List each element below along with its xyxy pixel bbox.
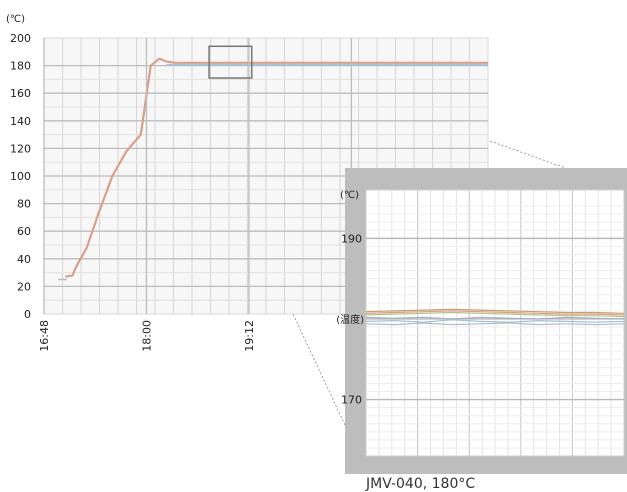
main-x-tick-label: 19:12 (243, 320, 256, 352)
inset-series-line (365, 311, 625, 318)
inset-y-axis-label: (温度) (336, 313, 364, 326)
main-y-ticks: 0 20 40 60 80 100 120 140 160 180 200 (10, 32, 31, 321)
inset-y-unit-label: (℃) (340, 190, 359, 201)
main-y-tick-label: 120 (10, 142, 31, 155)
main-x-tick-label: 18:00 (140, 320, 153, 352)
main-y-tick-label: 180 (10, 60, 31, 73)
main-y-tick-label: 60 (17, 225, 31, 238)
main-y-unit-label: (℃) (6, 14, 25, 25)
inset-caption: JMV-040, 180°C (365, 476, 475, 492)
main-y-tick-label: 100 (10, 170, 31, 183)
main-y-tick-label: 140 (10, 115, 31, 128)
inset-series-lines (365, 308, 625, 326)
main-x-tick-label: 16:48 (38, 320, 51, 352)
inset-series-line (365, 319, 625, 323)
main-series-line (65, 57, 488, 278)
main-series-lines (58, 57, 488, 281)
inset-chart: 170 190 (℃) (温度) JMV-040, 180°C (336, 168, 627, 492)
inset-series-line (365, 310, 625, 316)
inset-series-line (365, 308, 625, 314)
inset-y-ticks: 170 190 (341, 232, 362, 406)
main-y-tick-label: 0 (24, 308, 31, 321)
main-y-tick-label: 160 (10, 87, 31, 100)
zoom-highlight-box (208, 45, 253, 79)
main-y-tick-label: 200 (10, 32, 31, 45)
inset-y-tick-label: 170 (341, 394, 362, 407)
main-y-tick-label: 80 (17, 198, 31, 211)
inset-series-line (365, 322, 625, 326)
inset-y-tick-label: 190 (341, 232, 362, 245)
inset-series-line (365, 316, 625, 320)
main-y-tick-label: 40 (17, 253, 31, 266)
main-y-tick-label: 20 (17, 280, 31, 293)
